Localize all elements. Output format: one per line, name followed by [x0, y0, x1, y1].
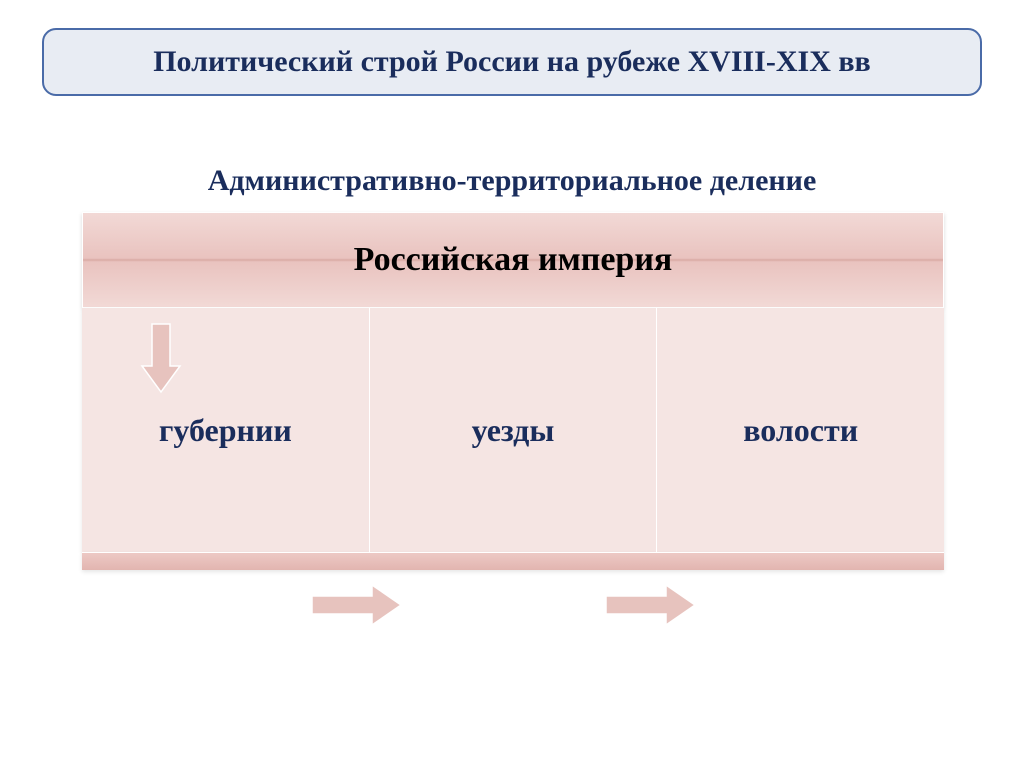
- cell-label: уезды: [472, 412, 555, 449]
- title-text: Политический строй России на рубеже XVII…: [153, 45, 871, 79]
- diagram-header-text: Российская империя: [354, 241, 673, 279]
- diagram-header: Российская империя: [82, 212, 944, 308]
- diagram-container: Российская империя губернии уезды волост…: [82, 212, 944, 570]
- diagram-cells-row: губернии уезды волости: [82, 308, 944, 552]
- diagram-cell: уезды: [370, 308, 658, 552]
- title-box: Политический строй России на рубеже XVII…: [42, 28, 982, 96]
- arrow-down-icon: [140, 322, 182, 394]
- diagram-cell: губернии: [82, 308, 370, 552]
- diagram-cell: волости: [657, 308, 944, 552]
- subtitle: Административно-территориальное деление: [0, 164, 1024, 198]
- diagram-footer-bar: [82, 552, 944, 570]
- cell-label: губернии: [159, 412, 292, 449]
- cell-label: волости: [743, 412, 858, 449]
- arrow-right-icon: [310, 582, 404, 628]
- arrow-right-icon: [604, 582, 698, 628]
